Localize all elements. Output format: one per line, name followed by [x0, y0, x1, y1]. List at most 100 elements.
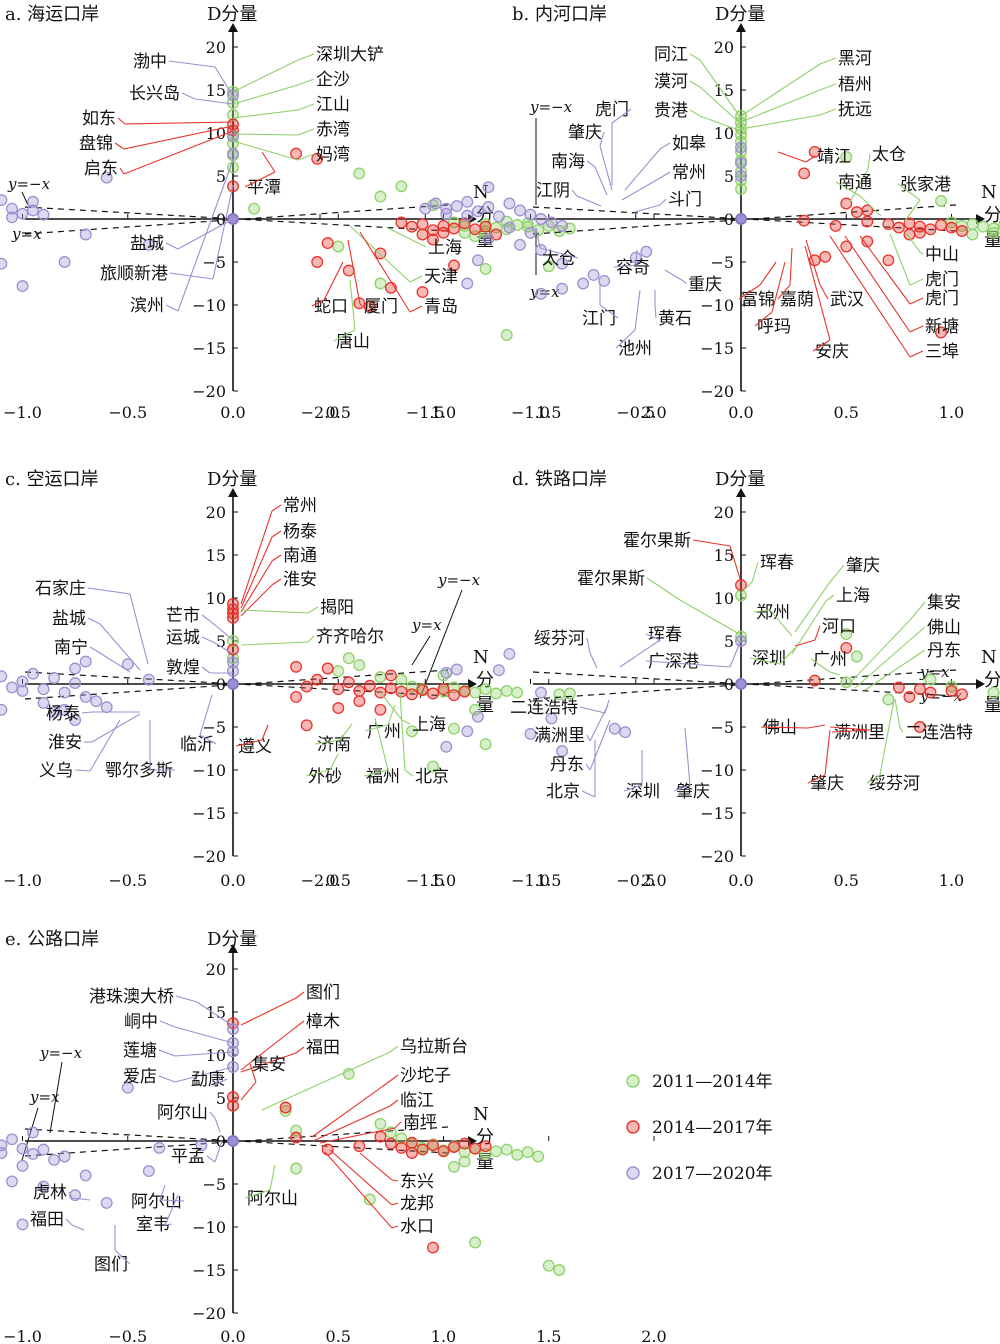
label-leader	[177, 159, 234, 312]
x-tick-label: 0.5	[834, 403, 859, 422]
point-label: 杨泰	[283, 522, 317, 542]
point-label: 广深港	[648, 652, 699, 672]
label-connector	[754, 311, 773, 327]
point-label: 厦门	[364, 297, 398, 317]
data-point	[535, 686, 547, 699]
y-tick-label: 15	[206, 1003, 226, 1022]
point-label: 肇庆	[568, 123, 602, 143]
label-connector	[114, 142, 125, 150]
label-leader	[164, 1194, 179, 1226]
data-point	[16, 1159, 29, 1172]
label-connector	[613, 264, 637, 268]
data-point	[987, 222, 1000, 235]
label-connector	[271, 504, 282, 512]
label-leader	[129, 593, 149, 665]
data-point	[458, 1155, 471, 1168]
data-point	[37, 208, 50, 221]
label-leader	[212, 184, 234, 280]
label-leader	[387, 227, 421, 245]
point-label: 义乌	[39, 761, 73, 781]
data-point	[808, 145, 821, 158]
x-tick-label: 1.0	[431, 871, 456, 890]
data-point	[511, 1148, 524, 1161]
data-point	[735, 141, 747, 154]
data-point	[332, 665, 345, 678]
label-connector	[812, 339, 831, 352]
point-label: 南通	[283, 546, 317, 566]
label-leader	[312, 1105, 391, 1142]
data-point	[500, 1143, 513, 1156]
label-leader	[829, 671, 841, 676]
label-leader	[594, 166, 608, 196]
point-label: 樟木	[306, 1012, 340, 1032]
x-tick-label: −1.0	[3, 1327, 42, 1344]
point-label: 临江	[400, 1091, 434, 1111]
label-connector	[645, 633, 661, 641]
label-connector	[74, 769, 91, 772]
series-p2014	[227, 1017, 492, 1254]
label-leader	[699, 115, 742, 132]
point-label: 揭阳	[320, 598, 354, 618]
x-tick-label: 0.0	[220, 403, 245, 422]
point-label: 梧州	[838, 75, 872, 95]
data-point	[448, 689, 460, 702]
y-tick-label: 5	[216, 167, 226, 186]
label-connector	[68, 1191, 73, 1199]
label-connector	[909, 297, 924, 305]
data-point	[514, 204, 526, 217]
label-connector	[297, 103, 315, 111]
label-connector	[159, 1020, 176, 1028]
y-tick-label: 10	[206, 589, 226, 608]
data-point	[342, 676, 355, 689]
ref-label-leader	[419, 589, 463, 699]
data-point	[374, 1130, 387, 1143]
label-leader	[904, 199, 921, 222]
label-connector	[835, 181, 861, 197]
legend-marker	[626, 1074, 640, 1088]
label-connector	[391, 1179, 399, 1182]
data-point	[524, 727, 537, 740]
label-connector	[409, 305, 423, 313]
ref-label-pos: y=x	[529, 283, 560, 301]
data-point	[840, 676, 853, 689]
data-point	[450, 663, 463, 676]
point-label: 佛山	[927, 618, 961, 638]
y-axis-arrow	[228, 488, 238, 497]
data-point	[850, 650, 863, 663]
label-leader	[849, 168, 869, 203]
point-label: 港珠澳大桥	[89, 987, 174, 1007]
data-point	[58, 256, 71, 268]
y-tick-label: 10	[714, 589, 734, 608]
data-point	[227, 147, 239, 160]
data-point	[553, 1264, 566, 1276]
label-leader	[261, 724, 269, 741]
y-tick-label: 15	[206, 81, 226, 100]
label-leader	[599, 145, 613, 191]
data-point	[458, 226, 471, 239]
label-connector	[165, 242, 179, 250]
label-connector	[586, 734, 591, 742]
point-label: 运城	[166, 628, 200, 648]
label-leader	[791, 600, 827, 655]
data-point	[405, 1147, 418, 1159]
point-label: 江阴	[536, 181, 570, 201]
label-connector	[599, 304, 619, 319]
series-p2014	[798, 145, 968, 339]
label-connector	[89, 646, 101, 654]
label-leader	[589, 704, 609, 742]
data-point	[735, 174, 747, 187]
data-point	[16, 1142, 29, 1155]
label-leader	[905, 232, 921, 253]
point-label: 淮安	[48, 733, 82, 753]
label-leader	[664, 269, 686, 283]
label-connector	[586, 160, 596, 168]
data-point	[321, 237, 334, 250]
label-leader	[859, 235, 911, 305]
point-label: 齐齐哈尔	[316, 627, 384, 647]
y-tick-label: 5	[216, 632, 226, 651]
ref-label-pos: y=x	[411, 616, 442, 634]
label-connector	[909, 325, 924, 333]
point-label: 虎门	[595, 100, 629, 120]
point-label: 杨泰	[46, 704, 80, 724]
label-connector	[244, 171, 276, 188]
